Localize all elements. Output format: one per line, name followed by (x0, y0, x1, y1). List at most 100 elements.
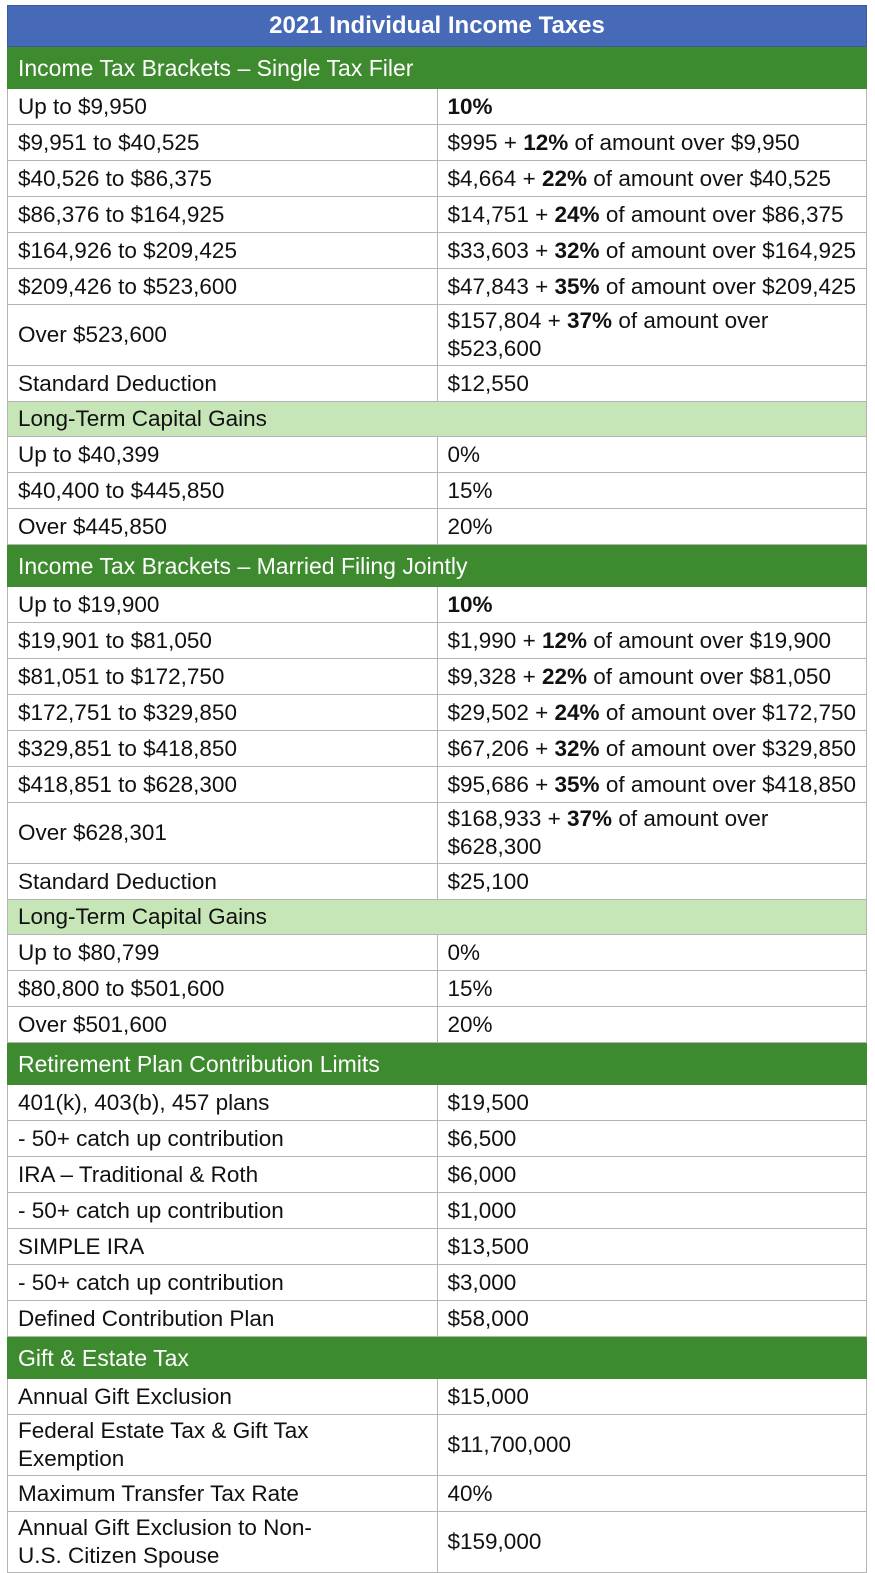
base-amount: $1,990 + (447, 627, 536, 653)
value-cell: 15% (436, 970, 867, 1007)
row-label: $164,926 to $209,425 (18, 237, 237, 263)
rate-description: of amount over $40,525 (593, 165, 831, 191)
table-row: Annual Gift Exclusion $15,000 (7, 1378, 867, 1415)
row-label: Up to $9,950 (18, 93, 147, 119)
label-cell: - 50+ catch up contribution (7, 1264, 438, 1301)
label-cell: $86,376 to $164,925 (7, 196, 438, 233)
rate-description: of amount over $172,750 (605, 699, 856, 725)
row-value: 15% (447, 975, 493, 1001)
table-row: Up to $19,900 10% (7, 586, 867, 623)
row-value: $6,500 (447, 1125, 517, 1151)
table-row: $81,051 to $172,750 $9,328 + 22% of amoun… (7, 658, 867, 695)
table-row: $172,751 to $329,850 $29,502 + 24% of amo… (7, 694, 867, 731)
tax-rate: 37% (567, 308, 613, 333)
base-amount: $33,603 + (447, 237, 549, 263)
value-cell: $4,664 + 22% of amount over $40,525 (436, 160, 867, 197)
rate-description: of amount over $523,600 (447, 308, 769, 361)
tax-table: 2021 Individual Income Taxes Income Tax … (7, 5, 867, 1573)
rate-description: of amount over $628,300 (447, 806, 769, 859)
value-cell: $159,000 (436, 1511, 867, 1573)
label-cell: Over $523,600 (7, 304, 438, 366)
value-cell: 15% (436, 472, 867, 509)
row-label: Up to $40,399 (18, 441, 160, 467)
row-value: 40% (447, 1480, 493, 1506)
value-cell: $19,500 (436, 1084, 867, 1121)
row-value: $25,100 (447, 868, 529, 894)
row-value: $11,700,000 (447, 1432, 571, 1457)
base-amount: $157,804 + (447, 308, 561, 333)
table-row: Up to $40,399 0% (7, 436, 867, 473)
tax-rate: 37% (567, 806, 613, 831)
label-cell: Annual Gift Exclusion (7, 1378, 438, 1415)
rate-description: of amount over $329,850 (605, 735, 856, 761)
label-cell: Up to $80,799 (7, 934, 438, 971)
label-cell: $80,800 to $501,600 (7, 970, 438, 1007)
subsection-header: Long-Term Capital Gains (7, 401, 867, 437)
tax-rate: 12% (523, 129, 569, 155)
label-cell: Federal Estate Tax & Gift Tax Exemption (7, 1414, 438, 1476)
table-row: Standard Deduction $12,550 (7, 365, 867, 402)
row-value: $19,500 (447, 1089, 529, 1115)
table-row: Over $501,600 20% (7, 1006, 867, 1043)
value-cell: 10% (436, 88, 867, 125)
row-value: 15% (447, 477, 493, 503)
row-label: $209,426 to $523,600 (18, 273, 237, 299)
row-value: $1,000 (447, 1197, 517, 1223)
title-row: 2021 Individual Income Taxes (7, 5, 867, 47)
value-cell: 10% (436, 586, 867, 623)
table-row: $86,376 to $164,925 $14,751 + 24% of amou… (7, 196, 867, 233)
row-label: 401(k), 403(b), 457 plans (18, 1089, 270, 1115)
label-cell: Up to $9,950 (7, 88, 438, 125)
row-label: $418,851 to $628,300 (18, 771, 237, 797)
subsection-header: Long-Term Capital Gains (7, 899, 867, 935)
tax-rate: 35% (554, 273, 600, 299)
tax-rate: 22% (541, 663, 588, 689)
row-value: 0% (447, 441, 481, 467)
value-cell: 20% (436, 508, 867, 545)
base-amount: $29,502 + (447, 699, 549, 725)
label-cell: Over $445,850 (7, 508, 438, 545)
rate-description: of amount over $86,375 (605, 201, 844, 227)
row-value: 20% (447, 513, 493, 539)
row-value: 0% (447, 939, 481, 965)
row-label: $81,051 to $172,750 (18, 663, 225, 689)
value-cell: $168,933 + 37% of amount over $628,300 (436, 802, 867, 864)
label-cell: $40,526 to $86,375 (7, 160, 438, 197)
label-cell: $329,851 to $418,850 (7, 730, 438, 767)
row-label: IRA – Traditional & Roth (18, 1161, 259, 1187)
table-row: $40,400 to $445,850 15% (7, 472, 867, 509)
label-cell: $81,051 to $172,750 (7, 658, 438, 695)
label-cell: $209,426 to $523,600 (7, 268, 438, 305)
value-cell: 0% (436, 436, 867, 473)
title: 2021 Individual Income Taxes (7, 5, 867, 47)
row-label: $80,800 to $501,600 (18, 975, 225, 1001)
label-cell: - 50+ catch up contribution (7, 1192, 438, 1229)
base-amount: $168,933 + (447, 806, 561, 831)
row-label: Defined Contribution Plan (18, 1305, 275, 1331)
value-cell: $6,000 (436, 1156, 867, 1193)
tax-rate: 35% (554, 771, 600, 797)
section-header: Income Tax Brackets – Married Filing Joi… (7, 544, 867, 587)
section-header: Retirement Plan Contribution Limits (7, 1042, 867, 1085)
row-label: - 50+ catch up contribution (18, 1125, 284, 1151)
row-value: $3,000 (447, 1269, 517, 1295)
tax-rate: 24% (554, 699, 600, 725)
value-cell: $12,550 (436, 365, 867, 402)
row-label: Over $501,600 (18, 1011, 167, 1037)
tax-rate: 32% (554, 735, 600, 761)
table-row: $80,800 to $501,600 15% (7, 970, 867, 1007)
section-header: Gift & Estate Tax (7, 1336, 867, 1379)
table-row: Defined Contribution Plan $58,000 (7, 1300, 867, 1337)
value-cell: $1,990 + 12% of amount over $19,900 (436, 622, 867, 659)
label-cell: Standard Deduction (7, 863, 438, 900)
label-cell: $172,751 to $329,850 (7, 694, 438, 731)
value-cell: $6,500 (436, 1120, 867, 1157)
row-value: 20% (447, 1011, 493, 1037)
value-cell: $95,686 + 35% of amount over $418,850 (436, 766, 867, 803)
rate-description: of amount over $418,850 (605, 771, 856, 797)
row-value: $6,000 (447, 1161, 517, 1187)
row-label: Over $523,600 (18, 322, 167, 347)
base-amount: $14,751 + (447, 201, 549, 227)
section-header: Income Tax Brackets – Single Tax Filer (7, 46, 867, 89)
table-row: $209,426 to $523,600 $47,843 + 35% of amo… (7, 268, 867, 305)
